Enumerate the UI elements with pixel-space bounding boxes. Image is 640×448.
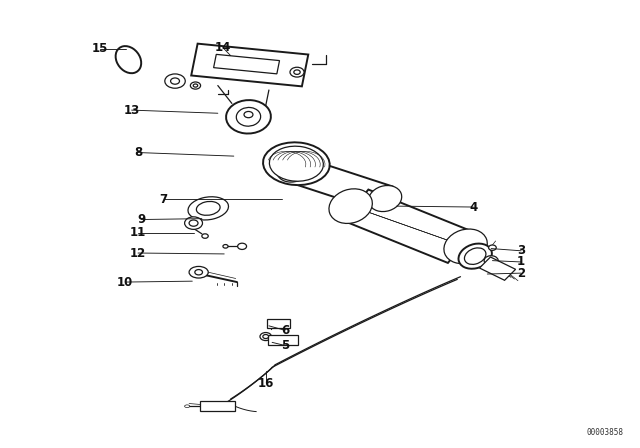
Text: 3: 3 — [517, 244, 525, 257]
Polygon shape — [479, 257, 516, 280]
Text: 12: 12 — [130, 246, 146, 259]
Ellipse shape — [488, 245, 496, 250]
Text: 9: 9 — [137, 213, 145, 226]
Ellipse shape — [444, 229, 487, 263]
Ellipse shape — [189, 267, 208, 278]
Text: 13: 13 — [124, 103, 140, 116]
Ellipse shape — [236, 108, 260, 126]
Ellipse shape — [184, 405, 189, 408]
Ellipse shape — [195, 270, 202, 275]
Ellipse shape — [294, 70, 300, 74]
Polygon shape — [286, 157, 392, 211]
Ellipse shape — [263, 142, 330, 185]
Ellipse shape — [171, 78, 179, 84]
Polygon shape — [343, 190, 474, 263]
Ellipse shape — [260, 332, 271, 340]
Text: 11: 11 — [130, 226, 146, 239]
Text: 4: 4 — [469, 201, 477, 214]
Text: 15: 15 — [92, 43, 108, 56]
Ellipse shape — [188, 197, 228, 220]
Text: 00003858: 00003858 — [586, 428, 623, 438]
Ellipse shape — [189, 220, 198, 226]
Ellipse shape — [329, 189, 372, 224]
Ellipse shape — [269, 146, 323, 181]
Ellipse shape — [226, 100, 271, 134]
Ellipse shape — [276, 156, 310, 182]
Ellipse shape — [190, 82, 200, 89]
Ellipse shape — [290, 67, 304, 77]
Ellipse shape — [165, 74, 185, 88]
Ellipse shape — [369, 185, 402, 211]
Text: 10: 10 — [117, 276, 133, 289]
Text: 2: 2 — [517, 267, 525, 280]
Ellipse shape — [184, 217, 202, 229]
Text: 1: 1 — [517, 255, 525, 268]
Text: 6: 6 — [281, 324, 289, 337]
Text: 7: 7 — [159, 193, 168, 206]
Ellipse shape — [244, 112, 253, 118]
Text: 8: 8 — [134, 146, 142, 159]
Ellipse shape — [458, 244, 492, 269]
Text: 16: 16 — [257, 377, 274, 390]
Text: 14: 14 — [215, 41, 231, 54]
Ellipse shape — [465, 248, 486, 264]
Polygon shape — [268, 335, 298, 345]
Text: 5: 5 — [281, 339, 289, 352]
Ellipse shape — [237, 243, 246, 250]
Polygon shape — [191, 43, 308, 86]
Ellipse shape — [223, 245, 228, 248]
Ellipse shape — [116, 46, 141, 73]
Ellipse shape — [484, 256, 498, 266]
Polygon shape — [214, 54, 280, 74]
Ellipse shape — [263, 335, 269, 339]
Ellipse shape — [196, 202, 220, 215]
Polygon shape — [268, 319, 290, 327]
Polygon shape — [200, 401, 236, 411]
Ellipse shape — [193, 84, 198, 87]
Ellipse shape — [202, 234, 208, 238]
